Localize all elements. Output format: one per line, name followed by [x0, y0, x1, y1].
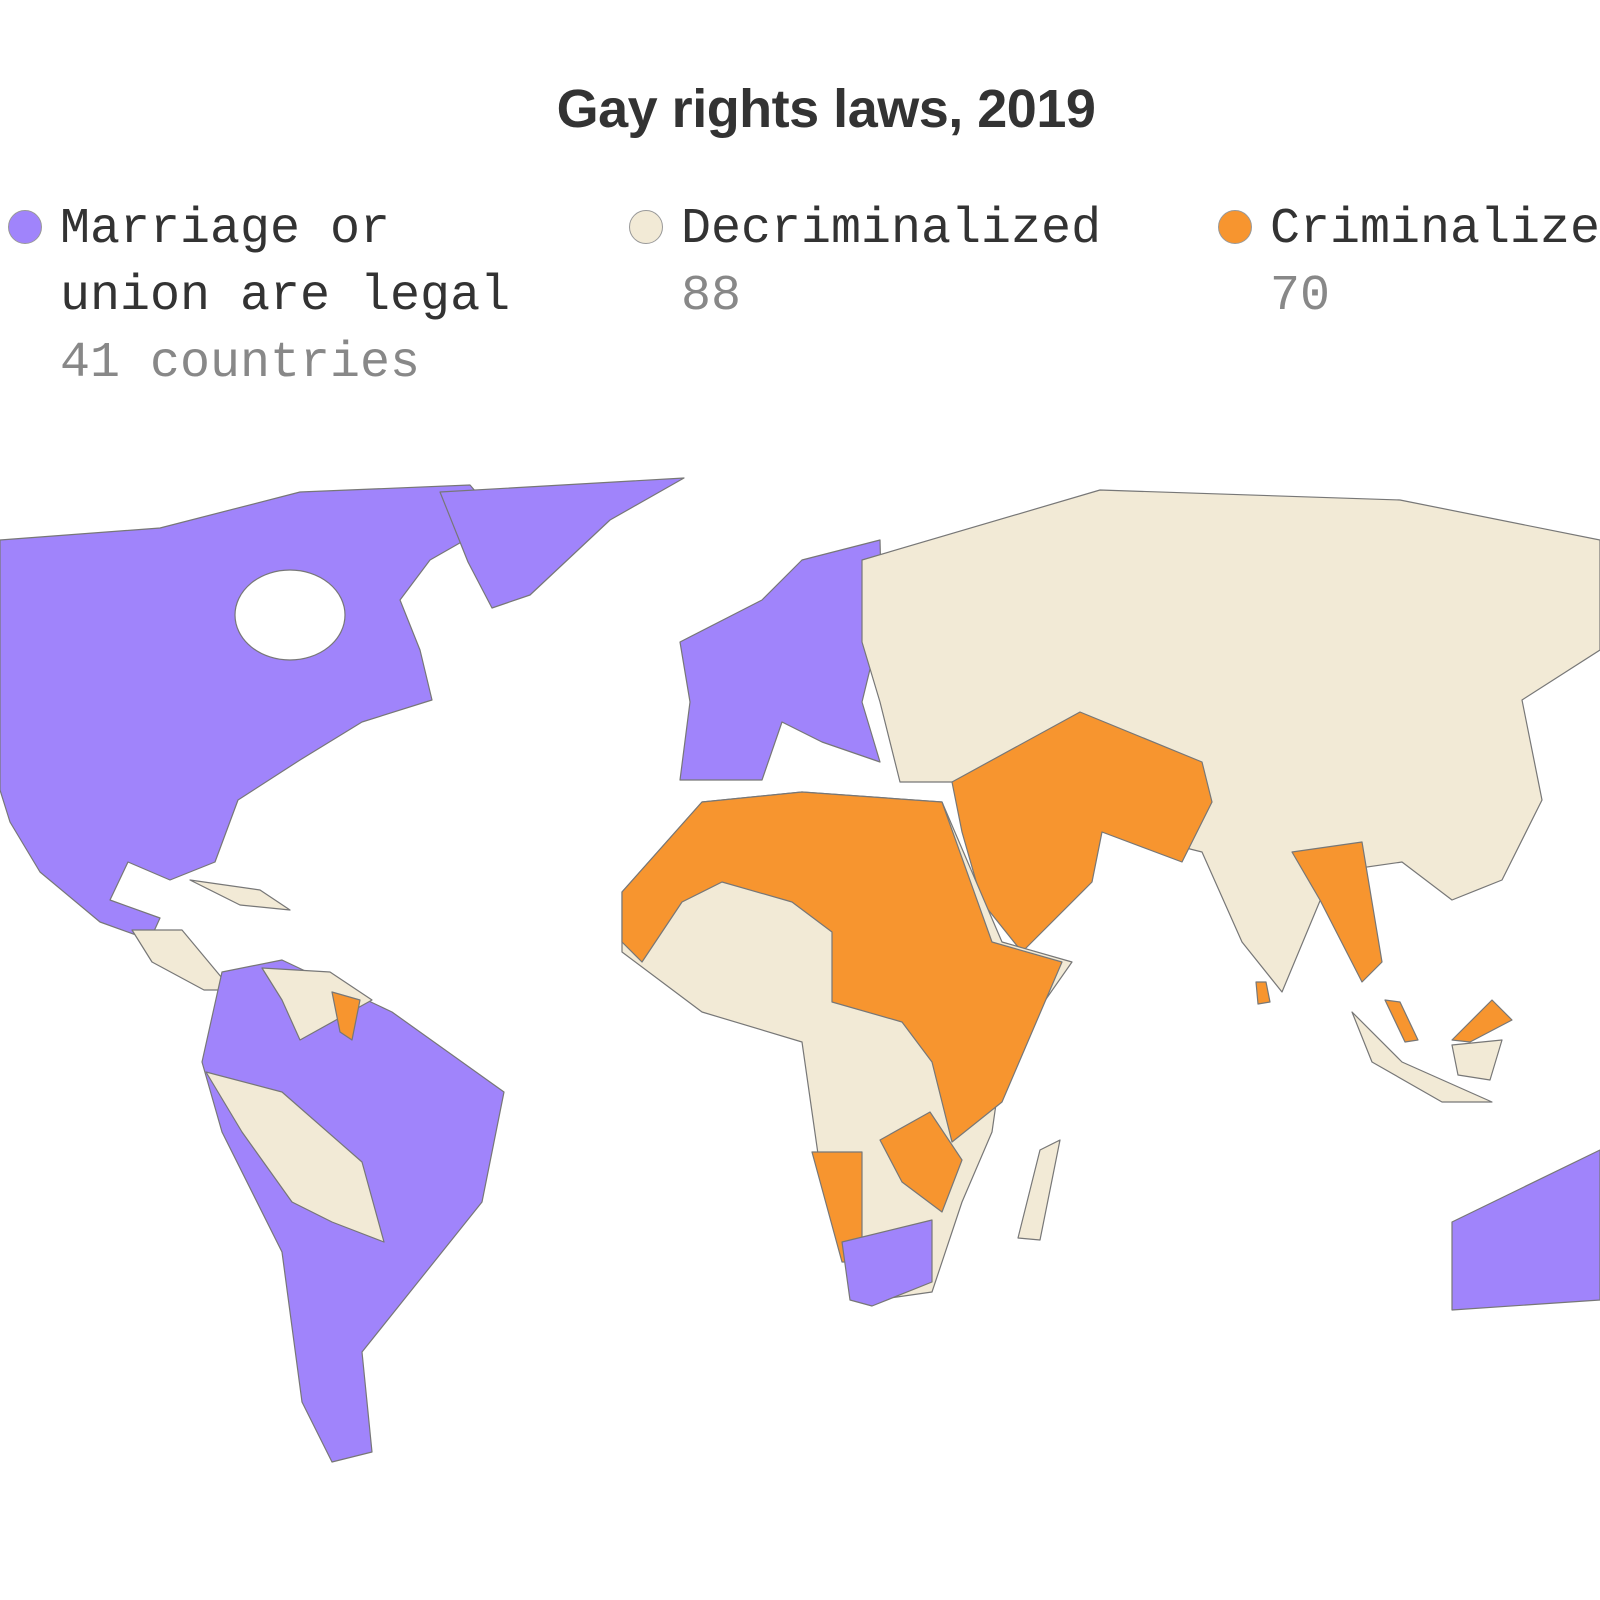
guyana	[331, 991, 361, 1041]
legend-count: 88	[681, 268, 742, 325]
legend-label: Decriminalized	[681, 201, 1102, 258]
legend-label: Marriage or union are legal	[60, 201, 511, 325]
legend-count: 41 countries	[60, 335, 421, 392]
hudson-bay	[234, 569, 346, 661]
madagascar	[1017, 1139, 1061, 1241]
legend-swatch	[8, 210, 42, 244]
caribbean	[189, 879, 291, 911]
north-america	[0, 484, 501, 941]
borneo-malaysia	[1451, 999, 1513, 1043]
indonesia	[1351, 1011, 1503, 1103]
legend-item: Decriminalized 88	[629, 196, 1161, 330]
southern-africa-criminalized	[879, 1111, 963, 1213]
legend-swatch	[1218, 210, 1252, 244]
australia	[1451, 1149, 1600, 1311]
myanmar	[1291, 841, 1383, 983]
legend-label: Criminalized	[1270, 201, 1600, 258]
malaysia	[1384, 999, 1419, 1043]
south-africa	[841, 1219, 933, 1307]
central-america	[131, 929, 233, 991]
legend-count: 70	[1270, 268, 1331, 325]
legend-swatch	[629, 210, 663, 244]
venezuela	[261, 967, 373, 1041]
north-africa	[621, 791, 1063, 1143]
title: Gay rights laws, 2019	[556, 79, 1096, 139]
legend-item: Marriage or union are legal 41 countries	[8, 196, 530, 397]
legend-item: Criminalized 70	[1218, 196, 1600, 330]
greenland	[439, 477, 685, 609]
asia	[861, 489, 1600, 993]
sri-lanka	[1255, 981, 1271, 1005]
europe	[679, 539, 883, 781]
andes	[205, 1071, 385, 1243]
